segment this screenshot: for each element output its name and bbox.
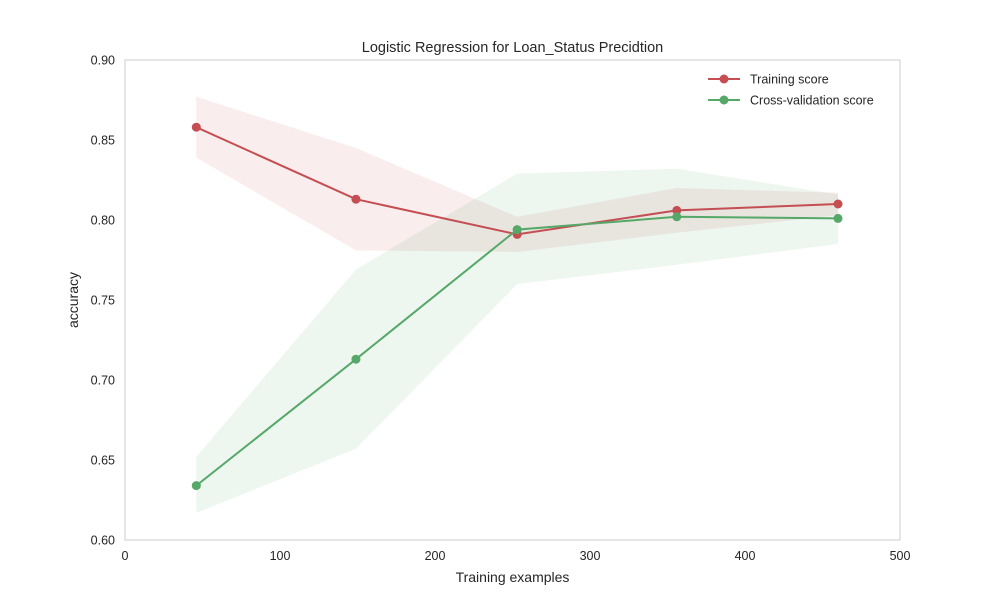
chart-legend: Training score Cross-validation score xyxy=(708,73,874,108)
legend-marker xyxy=(719,95,729,105)
y-tick-label: 0.90 xyxy=(91,54,115,68)
x-tick-label: 0 xyxy=(122,549,129,563)
x-axis-label: Training examples xyxy=(456,569,570,585)
training-score-point xyxy=(191,122,201,132)
chart-title: Logistic Regression for Loan_Status Prec… xyxy=(362,40,663,56)
y-axis-label: accuracy xyxy=(65,272,81,328)
x-tick-label: 500 xyxy=(890,549,911,563)
cross-validation-score-point xyxy=(351,354,361,364)
legend-label: Training score xyxy=(750,73,829,87)
plot-area-frame xyxy=(124,59,901,541)
x-tick-label: 300 xyxy=(580,549,601,563)
y-tick-label: 0.85 xyxy=(91,134,115,148)
legend-entry-training-score: Training score xyxy=(708,73,829,87)
x-tick-label: 400 xyxy=(735,549,756,563)
x-tick-label: 200 xyxy=(425,549,446,563)
legend-label: Cross-validation score xyxy=(750,94,874,108)
legend-entry-cross-validation-score: Cross-validation score xyxy=(708,94,874,108)
cross-validation-score-point xyxy=(672,212,682,222)
cross-validation-score-band xyxy=(196,168,839,513)
cross-validation-score-point xyxy=(833,213,843,223)
y-tick-label: 0.65 xyxy=(91,454,115,468)
y-tick-label: 0.80 xyxy=(91,214,115,228)
y-tick-label: 0.75 xyxy=(91,294,115,308)
confidence-bands xyxy=(196,96,839,513)
y-tick-label: 0.60 xyxy=(91,534,115,548)
series-lines xyxy=(191,122,843,491)
y-tick-label: 0.70 xyxy=(91,374,115,388)
x-axis-ticks: 0 100 200 300 400 500 xyxy=(122,549,911,563)
cross-validation-score-point xyxy=(191,481,201,491)
y-axis-ticks: 0.60 0.65 0.70 0.75 0.80 0.85 0.90 xyxy=(91,54,115,548)
x-tick-label: 100 xyxy=(270,549,291,563)
training-score-point xyxy=(351,194,361,204)
cross-validation-score-point xyxy=(512,225,522,235)
training-score-point xyxy=(672,205,682,215)
training-score-point xyxy=(833,199,843,209)
legend-marker xyxy=(719,74,729,84)
